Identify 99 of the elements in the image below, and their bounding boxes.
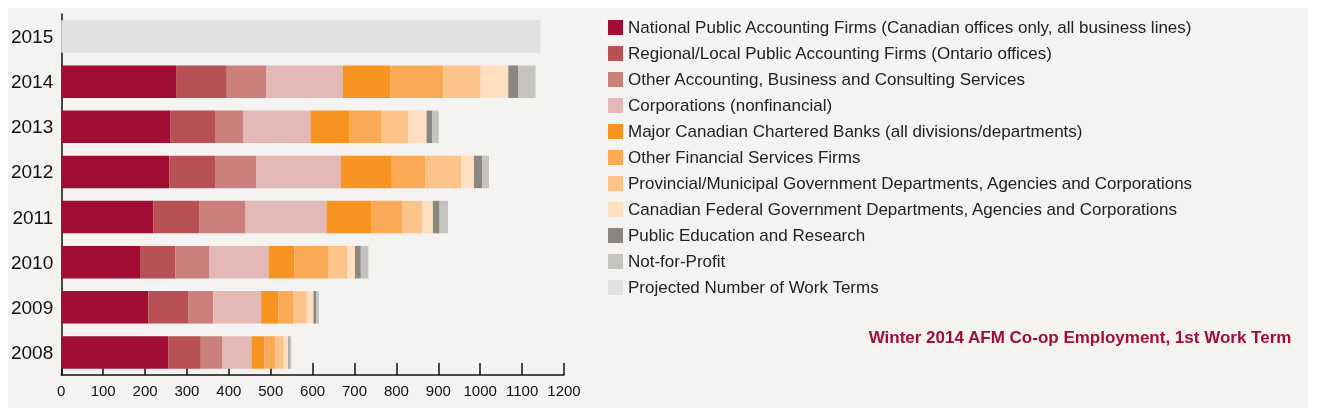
bar: [245, 200, 327, 234]
bar: [480, 65, 509, 98]
y-tick-label: 2010: [10, 251, 54, 273]
bar: [326, 200, 372, 234]
y-tick-label: 2012: [10, 161, 54, 183]
bar: [408, 110, 427, 144]
y-tick-label: 2011: [12, 206, 54, 228]
bar: [61, 200, 154, 234]
bar: [266, 65, 343, 98]
bar: [422, 200, 433, 234]
legend-label: Other Financial Services Firms: [628, 148, 861, 167]
bar: [354, 245, 361, 279]
bar: [439, 200, 448, 234]
bar: [278, 291, 294, 324]
bar: [473, 155, 483, 189]
bar: [268, 245, 295, 279]
bar: [381, 110, 409, 144]
bar: [310, 110, 350, 144]
bar: [402, 200, 423, 234]
x-tick-label: 100: [90, 382, 116, 399]
x-tick-label: 700: [342, 382, 368, 399]
bar: [200, 336, 223, 369]
bar: [293, 291, 307, 324]
bar: [342, 65, 391, 98]
bar: [226, 65, 267, 98]
bar: [175, 245, 210, 279]
bar: [328, 245, 348, 279]
legend-label: Other Accounting, Business and Consulting Services: [628, 70, 1025, 89]
bar: [213, 291, 262, 324]
legend-label: National Public Accounting Firms (Canadian offices only, all business lines): [628, 18, 1192, 37]
y-tick-label: 2014: [10, 71, 54, 93]
bar: [432, 110, 439, 144]
bar: [390, 155, 426, 189]
x-tick-label: 800: [383, 382, 409, 399]
bar: [425, 155, 462, 189]
x-tick-label: 500: [258, 382, 284, 399]
bar: [61, 245, 141, 279]
bar: [294, 245, 329, 279]
bar: [432, 200, 440, 234]
x-tick-label: 1200: [547, 382, 581, 399]
bar: [518, 65, 536, 98]
y-tick-label: 2008: [10, 341, 54, 363]
bar: [170, 110, 216, 144]
bar: [306, 291, 314, 324]
bar: [215, 110, 244, 144]
bar: [61, 20, 541, 53]
legend-label: Not-for-Profit: [628, 252, 726, 271]
x-tick-label: 1000: [463, 382, 497, 399]
bar: [261, 291, 279, 324]
x-tick-label: 0: [57, 382, 66, 399]
legend-label: Provincial/Municipal Government Departments, Agencies and Corporations: [628, 174, 1193, 193]
bar: [274, 336, 284, 369]
bar: [508, 65, 519, 98]
bar: [140, 245, 176, 279]
bar: [482, 155, 490, 189]
bar: [61, 65, 177, 98]
bar: [347, 245, 355, 279]
x-tick-label: 400: [216, 382, 242, 399]
bar: [264, 336, 275, 369]
legend-label: Canadian Federal Government Departments, Agencies and Corporations: [628, 200, 1178, 219]
bar: [222, 336, 252, 369]
bar: [461, 155, 474, 189]
bar: [61, 155, 170, 189]
bar: [443, 65, 481, 98]
bar: [176, 65, 227, 98]
bar: [215, 155, 257, 189]
bar: [426, 110, 433, 144]
bar: [371, 200, 403, 234]
legend-label: Projected Number of Work Terms: [628, 278, 879, 297]
y-tick-label: 2009: [10, 296, 54, 318]
legend-label: Regional/Local Public Accounting Firms (Ontario offices): [628, 44, 1052, 63]
bar: [209, 245, 269, 279]
x-tick-label: 200: [132, 382, 158, 399]
bar: [148, 291, 189, 324]
x-tick-label: 900: [425, 382, 451, 399]
x-tick-label: 600: [300, 382, 326, 399]
bar: [251, 336, 265, 369]
bar: [243, 110, 311, 144]
x-tick-label: 1100: [505, 382, 539, 399]
bar: [199, 200, 246, 234]
bar: [360, 245, 369, 279]
bar: [168, 336, 201, 369]
bar: [340, 155, 391, 189]
bar: [256, 155, 341, 189]
legend-label: Public Education and Research: [628, 226, 866, 245]
y-tick-label: 2015: [10, 26, 54, 48]
bar: [61, 336, 169, 369]
bar: [390, 65, 444, 98]
bar: [349, 110, 382, 144]
bar: [153, 200, 200, 234]
legend-label: Corporations (nonfinancial): [628, 96, 833, 115]
bar: [61, 291, 149, 324]
bar: [188, 291, 214, 324]
y-tick-label: 2013: [10, 116, 54, 138]
x-tick-label: 300: [174, 382, 200, 399]
bar: [169, 155, 216, 189]
legend-label: Major Canadian Chartered Banks (all divisions/departments): [628, 122, 1083, 141]
bar: [61, 110, 171, 144]
text: Winter 2014 AFM Co-op Employment, 1st Work Term: [868, 328, 1292, 347]
